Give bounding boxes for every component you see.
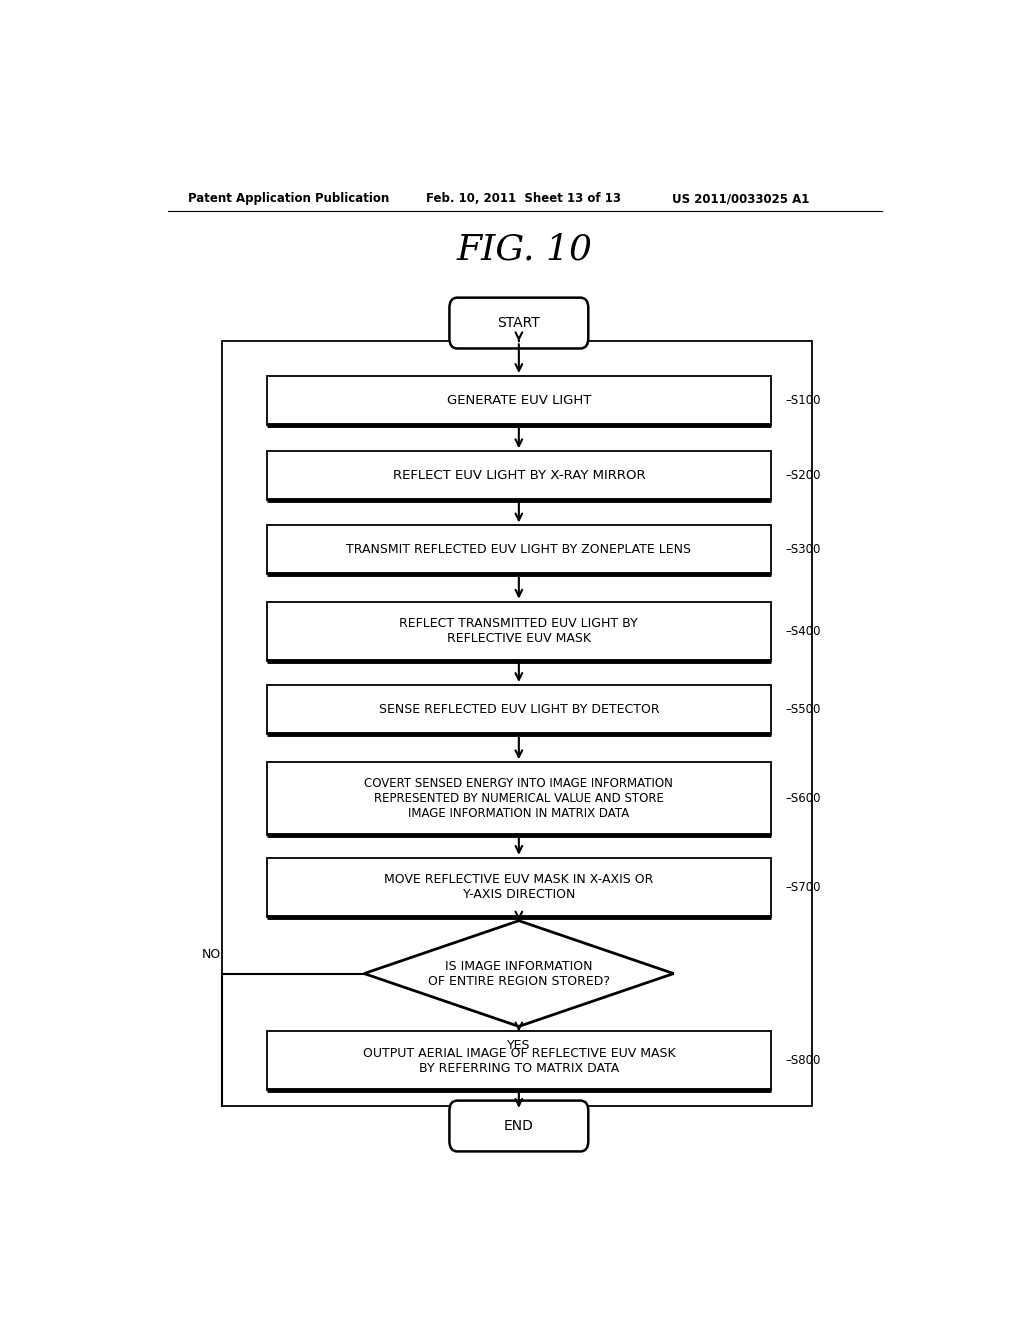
Bar [267, 451, 771, 500]
Bar [267, 525, 771, 574]
Bar [267, 1031, 771, 1090]
Text: START: START [498, 315, 541, 330]
Text: MOVE REFLECTIVE EUV MASK IN X-AXIS OR
Y-AXIS DIRECTION: MOVE REFLECTIVE EUV MASK IN X-AXIS OR Y-… [384, 873, 653, 902]
Text: COVERT SENSED ENERGY INTO IMAGE INFORMATION
REPRESENTED BY NUMERICAL VALUE AND S: COVERT SENSED ENERGY INTO IMAGE INFORMAT… [365, 777, 674, 820]
Text: Patent Application Publication: Patent Application Publication [187, 191, 389, 205]
Bar [221, 342, 812, 1106]
Bar [267, 762, 771, 836]
Text: –S300: –S300 [785, 544, 820, 556]
Text: IS IMAGE INFORMATION
OF ENTIRE REGION STORED?: IS IMAGE INFORMATION OF ENTIRE REGION ST… [428, 960, 610, 987]
Text: –S400: –S400 [785, 624, 820, 638]
Text: –S800: –S800 [785, 1055, 820, 1068]
Text: SENSE REFLECTED EUV LIGHT BY DETECTOR: SENSE REFLECTED EUV LIGHT BY DETECTOR [379, 702, 659, 715]
Text: TRANSMIT REFLECTED EUV LIGHT BY ZONEPLATE LENS: TRANSMIT REFLECTED EUV LIGHT BY ZONEPLAT… [346, 544, 691, 556]
Text: REFLECT TRANSMITTED EUV LIGHT BY
REFLECTIVE EUV MASK: REFLECT TRANSMITTED EUV LIGHT BY REFLECT… [399, 616, 638, 645]
Text: FIG. 10: FIG. 10 [457, 232, 593, 267]
Text: Feb. 10, 2011  Sheet 13 of 13: Feb. 10, 2011 Sheet 13 of 13 [426, 191, 621, 205]
Bar [267, 858, 771, 916]
Text: –S600: –S600 [785, 792, 820, 805]
FancyBboxPatch shape [450, 297, 588, 348]
Text: –S100: –S100 [785, 393, 820, 407]
Bar [267, 376, 771, 425]
Text: REFLECT EUV LIGHT BY X-RAY MIRROR: REFLECT EUV LIGHT BY X-RAY MIRROR [392, 469, 645, 482]
Text: YES: YES [507, 1039, 530, 1052]
Polygon shape [365, 921, 674, 1027]
Bar [267, 602, 771, 660]
Text: –S700: –S700 [785, 880, 820, 894]
Bar [267, 685, 771, 734]
FancyBboxPatch shape [450, 1101, 588, 1151]
Text: –S500: –S500 [785, 702, 820, 715]
Text: US 2011/0033025 A1: US 2011/0033025 A1 [672, 191, 809, 205]
Text: END: END [504, 1119, 534, 1133]
Text: NO: NO [202, 948, 221, 961]
Text: –S200: –S200 [785, 469, 820, 482]
Text: GENERATE EUV LIGHT: GENERATE EUV LIGHT [446, 393, 591, 407]
Text: OUTPUT AERIAL IMAGE OF REFLECTIVE EUV MASK
BY REFERRING TO MATRIX DATA: OUTPUT AERIAL IMAGE OF REFLECTIVE EUV MA… [362, 1047, 675, 1074]
